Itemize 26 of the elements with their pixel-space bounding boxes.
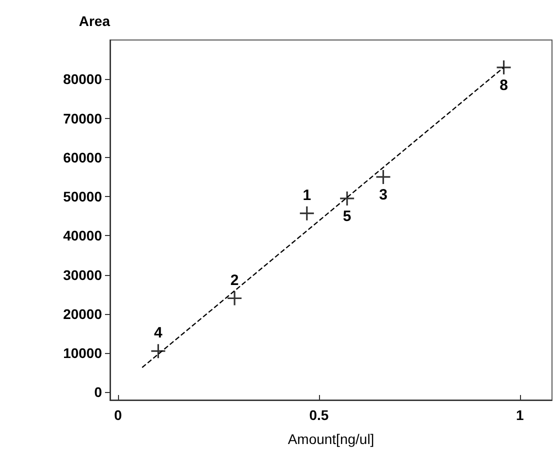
- point: [496, 60, 512, 76]
- y-tick-label: 10000: [63, 345, 102, 362]
- point: [375, 169, 392, 185]
- y-tick-label: 60000: [63, 149, 102, 166]
- y-tick-label: 20000: [63, 306, 102, 322]
- y-tick-label: 70000: [63, 110, 102, 126]
- y-tick-label: 50000: [63, 188, 102, 205]
- y-tick-label: 40000: [63, 228, 102, 244]
- y-tick-label: 80000: [63, 71, 102, 88]
- point: [226, 290, 242, 306]
- x-axis-title: Amount[ng/ul]: [288, 431, 374, 447]
- y-tick-label: 0: [94, 384, 102, 400]
- annotation: 4: [154, 324, 164, 342]
- x-tick-label: 0.5: [309, 407, 329, 423]
- point: [299, 206, 315, 222]
- point: [150, 343, 166, 359]
- x-tick-label: 0: [114, 407, 122, 423]
- annotation: 8: [500, 76, 508, 94]
- point: [339, 190, 355, 206]
- annotation: 3: [379, 186, 388, 204]
- annotation: 1: [302, 186, 312, 204]
- annotation: 5: [342, 208, 352, 225]
- y-tick-label: 30000: [63, 266, 102, 283]
- y-axis-title: Area: [78, 13, 110, 29]
- x-tick-label: 1: [516, 407, 524, 423]
- annotation: 2: [230, 272, 239, 289]
